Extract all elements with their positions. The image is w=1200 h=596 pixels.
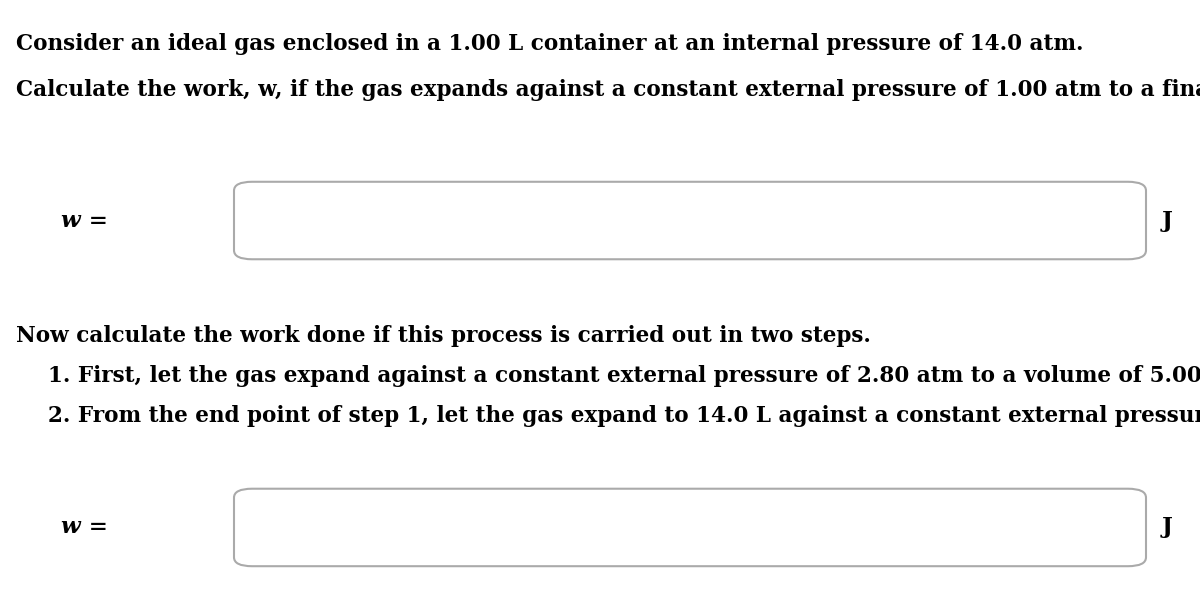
Text: Consider an ideal gas enclosed in a 1.00 L container at an internal pressure of : Consider an ideal gas enclosed in a 1.00…: [16, 33, 1084, 55]
Text: w =: w =: [60, 517, 108, 538]
Text: w =: w =: [60, 210, 108, 231]
FancyBboxPatch shape: [234, 182, 1146, 259]
Text: J: J: [1162, 517, 1172, 538]
Text: Calculate the work, w, if the gas expands against a constant external pressure o: Calculate the work, w, if the gas expand…: [16, 79, 1200, 101]
Text: Now calculate the work done if this process is carried out in two steps.: Now calculate the work done if this proc…: [16, 325, 870, 347]
Text: J: J: [1162, 210, 1172, 231]
FancyBboxPatch shape: [234, 489, 1146, 566]
Text: 1. First, let the gas expand against a constant external pressure of 2.80 atm to: 1. First, let the gas expand against a c…: [48, 365, 1200, 387]
Text: 2. From the end point of step 1, let the gas expand to 14.0 L against a constant: 2. From the end point of step 1, let the…: [48, 405, 1200, 427]
